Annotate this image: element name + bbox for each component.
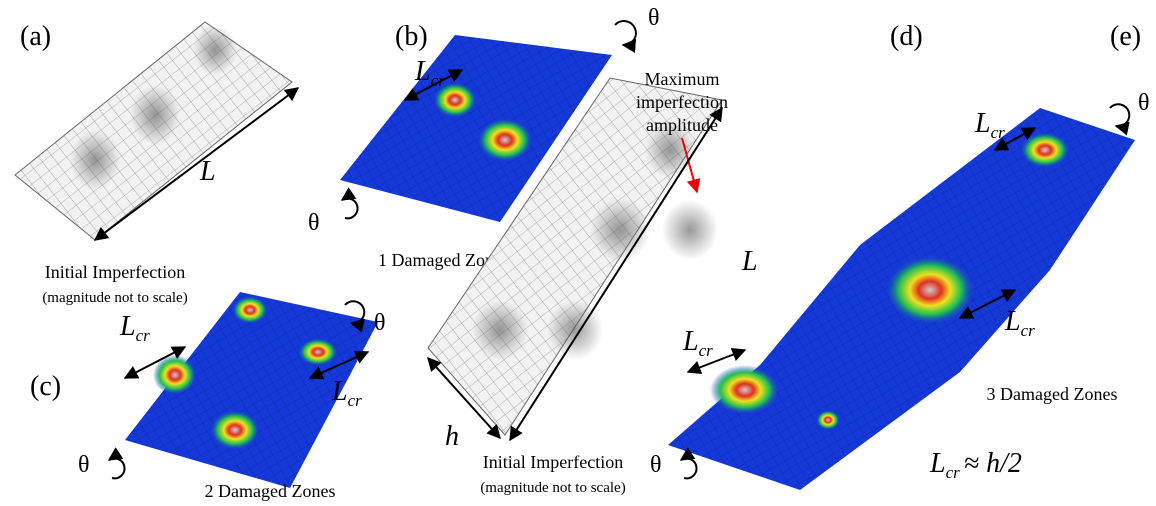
lcr-label: Lcr — [119, 311, 150, 345]
width-label: h — [445, 421, 459, 452]
note: (magnitude not to scale) — [480, 480, 625, 496]
panel-c: (c) Lcr Lcr θ θ 2 Damaged Zones — [30, 292, 386, 501]
length-label: L — [199, 156, 216, 187]
theta: θ — [650, 452, 662, 478]
relation-sub: cr — [946, 463, 961, 482]
damage — [477, 118, 533, 162]
rotation-arrow — [681, 458, 697, 478]
bump — [130, 85, 180, 145]
damage — [1020, 132, 1070, 168]
panel-label: (a) — [20, 21, 51, 52]
lcr-sub: cr — [699, 341, 714, 360]
theta: θ — [374, 310, 386, 336]
caption: 2 Damaged Zones — [205, 481, 336, 501]
rotation-arrow — [1110, 104, 1129, 126]
lcr-sub: cr — [431, 71, 446, 90]
note: (magnitude not to scale) — [42, 290, 187, 306]
panel-label: (b) — [395, 21, 428, 52]
lcr-label: Lcr — [331, 376, 362, 410]
relation-rest: ≈ h/2 — [964, 448, 1022, 479]
caption: 3 Damaged Zones — [987, 384, 1118, 404]
relation: Lcr≈ h/2 — [929, 448, 1022, 482]
lcr-sub: cr — [348, 391, 363, 410]
damage — [298, 338, 338, 366]
lcr-main: L — [974, 108, 991, 139]
lcr-sub: cr — [991, 123, 1006, 142]
annotation: imperfection — [636, 92, 728, 112]
lcr-main: L — [331, 376, 348, 407]
lcr-main: L — [682, 326, 699, 357]
lcr-sub: cr — [136, 326, 151, 345]
lcr-main: L — [414, 56, 431, 87]
rotation-arrow — [342, 198, 358, 218]
damage — [210, 410, 260, 450]
theta: θ — [648, 5, 660, 31]
damage — [232, 296, 268, 324]
lcr-sub: cr — [1021, 321, 1036, 340]
panel-label: (d) — [890, 21, 923, 52]
theta: θ — [308, 210, 320, 236]
lcr-main: L — [1004, 306, 1021, 337]
page: (a) L Initial Imperfection (magnitude no… — [0, 0, 1156, 506]
panel-label: (c) — [30, 371, 61, 402]
relation-main: L — [929, 448, 946, 479]
damage — [885, 255, 975, 325]
theta: θ — [1138, 90, 1150, 116]
bump — [70, 130, 120, 190]
rotation-arrow — [109, 458, 125, 478]
panel-label: (e) — [1110, 21, 1141, 52]
lcr-label: Lcr — [974, 108, 1005, 142]
length-label: L — [741, 246, 758, 277]
lcr-label: Lcr — [1004, 306, 1035, 340]
bump — [590, 198, 650, 262]
damage — [710, 365, 780, 415]
lcr-label: Lcr — [682, 326, 713, 360]
annotation: amplitude — [646, 115, 718, 135]
caption: Initial Imperfection — [45, 262, 185, 282]
theta: θ — [78, 452, 90, 478]
bump — [662, 200, 718, 260]
rotation-arrow — [615, 21, 636, 45]
bump — [472, 300, 528, 360]
damage — [816, 410, 840, 430]
caption: Initial Imperfection — [483, 452, 623, 472]
annotation: Maximum — [645, 69, 720, 89]
panel-a: (a) L Initial Imperfection (magnitude no… — [15, 21, 298, 306]
figure: (a) L Initial Imperfection (magnitude no… — [0, 0, 1156, 506]
lcr-main: L — [119, 311, 136, 342]
bump — [193, 25, 237, 75]
